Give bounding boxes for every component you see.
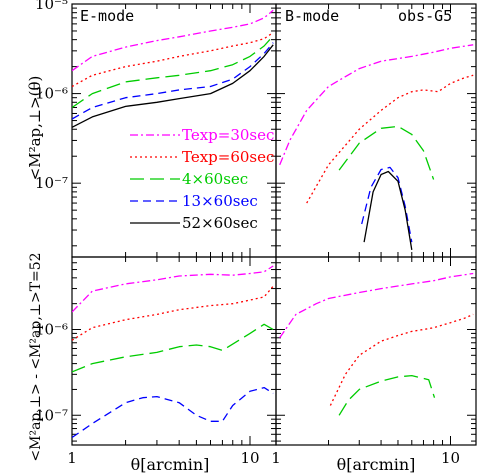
series-line (361, 166, 413, 243)
panel-label-e-mode: E-mode (80, 7, 134, 25)
legend-entry: 13×60sec (182, 192, 258, 210)
ticks (275, 3, 476, 257)
x-tick-label: 10 (441, 449, 460, 467)
series-group (72, 9, 274, 128)
x-tick-label: 1 (271, 449, 281, 467)
series-line (338, 374, 436, 416)
legend-entry: Texp=30sec (182, 126, 274, 144)
legend: Texp=30sec Texp=60sec 4×60sec 13×60sec 52×60… (130, 126, 274, 232)
series-line (279, 44, 474, 166)
legend-entry: Texp=60sec (182, 148, 274, 166)
legend-entry: 52×60sec (182, 214, 258, 232)
series-group (279, 44, 474, 251)
series-line (72, 9, 274, 72)
series-line (72, 32, 274, 88)
x-tick-label: 1 (67, 449, 77, 467)
panel-e-mode: 10⁻⁵ 10⁻⁶ 10⁻⁷ (35, 0, 277, 258)
y-tick-label: 10⁻⁷ (35, 406, 68, 424)
panel-frame (275, 3, 477, 258)
series-line (72, 35, 274, 109)
panel-b-mode (275, 3, 477, 258)
y-tick-label: 10⁻⁵ (35, 0, 68, 13)
series-line (72, 42, 274, 120)
y-axis-label-top: <M²ap,⊥>(θ) (26, 76, 44, 181)
series-group (279, 272, 474, 416)
x-axis-label-left: θ[arcmin] (131, 455, 210, 474)
series-line (72, 323, 274, 373)
series-line (72, 265, 274, 313)
y-tick-label: 10⁻⁶ (35, 85, 68, 103)
legend-entry: 4×60sec (182, 170, 248, 188)
y-tick-label: 10⁻⁷ (35, 174, 68, 192)
series-line (72, 386, 274, 439)
series-line (329, 313, 474, 406)
y-tick-label: 10⁻⁶ (35, 320, 68, 338)
panel-frame (71, 256, 277, 446)
series-line (338, 125, 435, 180)
x-axis-label-right: θ[arcmin] (337, 455, 416, 474)
y-axis-label-bottom: <M²ap,⊥> - <M²ap,⊥>T=52 (28, 252, 44, 461)
panel-frame (275, 256, 477, 446)
series-line (72, 44, 274, 128)
ticks (71, 256, 276, 445)
panel-b-mode-difference: 1 10 (271, 256, 477, 467)
series-line (306, 74, 474, 204)
panel-label-obs-g5: obs-G5 (398, 7, 452, 25)
ticks (71, 3, 276, 257)
panel-label-b-mode: B-mode (285, 7, 339, 25)
ticks (275, 256, 476, 445)
series-line (279, 272, 474, 339)
panel-e-mode-difference: 10⁻⁶ 10⁻⁷ 1 10 (35, 256, 277, 467)
series-line (72, 285, 274, 341)
x-tick-label: 10 (240, 449, 259, 467)
series-line (363, 170, 413, 251)
series-group (72, 265, 274, 439)
